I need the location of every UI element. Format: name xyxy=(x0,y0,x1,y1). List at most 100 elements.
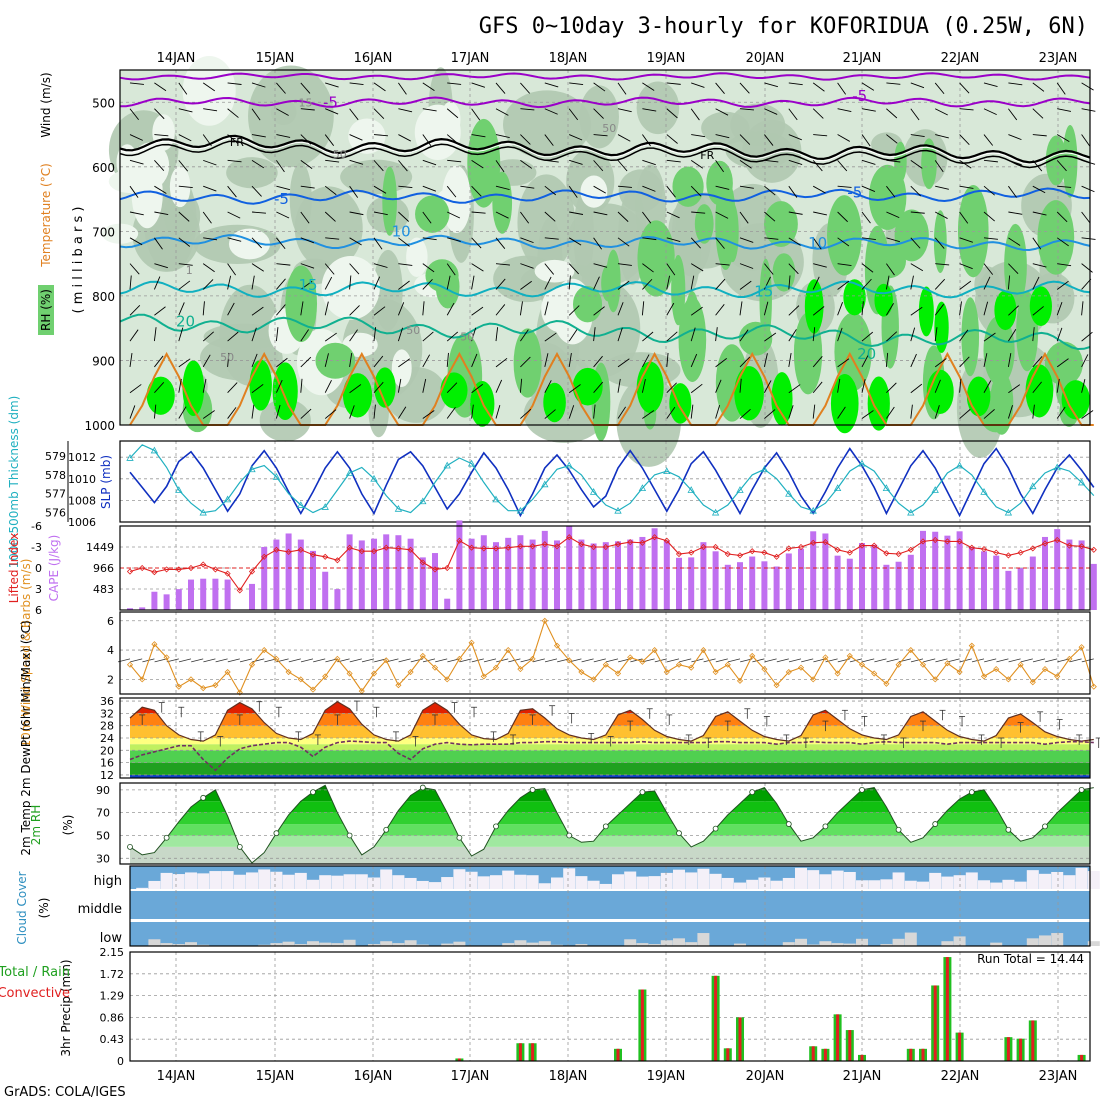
wind-barb xyxy=(1081,354,1089,368)
rh-region-moist xyxy=(285,265,318,343)
wind-barb xyxy=(1081,211,1091,224)
wind-barb xyxy=(129,108,140,121)
cloud-bar-high xyxy=(868,880,881,889)
wind-barb xyxy=(459,658,472,663)
wind-barb xyxy=(251,383,264,394)
rh-region-dry xyxy=(580,175,608,208)
convective-bar xyxy=(823,1048,827,1061)
wind-barb xyxy=(983,211,995,222)
wind-barb xyxy=(569,658,582,663)
lifted-index-point xyxy=(553,543,561,550)
rh-region-saturated xyxy=(440,372,468,409)
wind-barb xyxy=(837,378,841,393)
wind-barb xyxy=(593,404,596,419)
convective-bar xyxy=(726,1048,730,1061)
rh-region-moist xyxy=(513,328,542,398)
isotherm-label: -5 xyxy=(852,87,867,105)
top-date-label: 18JAN xyxy=(549,51,588,66)
wind-barb xyxy=(202,134,212,147)
isotherm-label: -5 xyxy=(847,184,862,202)
thickness-point xyxy=(955,461,964,469)
cape-bar xyxy=(456,520,463,610)
isotherm-label: 15 xyxy=(754,282,773,300)
wind-barb xyxy=(1032,82,1045,92)
lifted-index-point xyxy=(273,546,280,553)
lifted-index-point xyxy=(688,549,695,556)
cape-bar xyxy=(810,531,817,610)
wind-barb xyxy=(666,275,670,290)
wind-barb xyxy=(983,409,995,419)
wind-barb xyxy=(568,185,578,198)
wind-speed-point xyxy=(627,654,634,661)
rh-region-moist xyxy=(672,166,704,207)
wind-barb xyxy=(544,658,558,663)
cloud-bar-high xyxy=(526,875,539,889)
cloud-bar-high xyxy=(209,871,222,889)
wind-barb xyxy=(739,408,751,419)
panel-frame xyxy=(119,611,1091,695)
wind-speed-point xyxy=(871,670,878,677)
wind-barb xyxy=(313,658,326,663)
rh-point xyxy=(932,821,939,827)
wind-speed-point xyxy=(151,641,158,648)
wind-barb xyxy=(129,185,139,198)
cape-bar xyxy=(139,607,146,610)
cloud-bar-low xyxy=(819,941,832,946)
thickness-point xyxy=(394,504,403,512)
wind-barb xyxy=(739,280,752,290)
wind-barb xyxy=(349,384,362,394)
wind-barb xyxy=(471,237,482,249)
pressure-tick-label: 800 xyxy=(92,290,115,304)
wind-speed-point xyxy=(480,673,487,680)
precip-side-label-rain: Total / Rain xyxy=(0,965,70,980)
wind-speed-point xyxy=(492,664,500,671)
cloud-bar-high xyxy=(673,869,685,889)
thickness-point xyxy=(443,461,451,469)
thickness-point xyxy=(858,459,866,467)
rh-tick-label: 90 xyxy=(96,784,110,797)
wind-barb xyxy=(1032,356,1043,368)
wind-barb xyxy=(276,357,288,368)
cloud-bar-high xyxy=(490,875,502,889)
wind-barb xyxy=(837,280,850,290)
wind-barb xyxy=(959,280,972,290)
cape-bar xyxy=(773,566,780,610)
panel-upper-air: -5 -5 FR FR -5 -5 10 10 15 15 20 20 15 50 50 1 50 50 50 50… xyxy=(84,56,1096,467)
wind-barb xyxy=(227,263,237,276)
rh-region-mid xyxy=(340,159,413,195)
wind-speed-point xyxy=(456,655,463,662)
rh-region-moist xyxy=(894,209,929,262)
wind-barb xyxy=(446,352,449,367)
wind-barb xyxy=(1056,82,1066,95)
rh-region-mid xyxy=(517,174,576,271)
lifted-index-point xyxy=(871,542,878,549)
wind-barb xyxy=(495,134,510,139)
wind-barb xyxy=(435,658,448,663)
wind-barb xyxy=(373,237,383,250)
wind-barb xyxy=(983,353,988,368)
convective-bar xyxy=(640,989,644,1061)
wind-barb xyxy=(861,410,874,419)
bottom-date-label: 14JAN xyxy=(157,1069,196,1084)
thickness-point xyxy=(199,508,207,516)
cloud-bar-high xyxy=(1002,879,1015,889)
lifted-index-point xyxy=(529,543,536,550)
lifted-index-point xyxy=(212,566,219,573)
thickness-point xyxy=(785,489,793,497)
wind-barb xyxy=(495,278,506,290)
rh-contour-label: 50 xyxy=(333,148,347,161)
cape-bar xyxy=(1017,568,1024,610)
lifted-index-point xyxy=(1066,542,1073,549)
wind-barb xyxy=(520,263,534,269)
cape-bar xyxy=(407,538,414,610)
cape-bar xyxy=(602,542,609,610)
cape-bar xyxy=(297,539,304,610)
cloud-bar-low xyxy=(624,939,637,946)
cape-bar xyxy=(529,539,536,610)
rh-band xyxy=(130,801,1090,813)
wind-barb xyxy=(569,211,584,215)
wind-speed-point xyxy=(346,670,353,677)
wind-barb xyxy=(300,134,312,145)
wind-barb xyxy=(154,263,168,269)
wind-speed-point xyxy=(688,664,695,671)
